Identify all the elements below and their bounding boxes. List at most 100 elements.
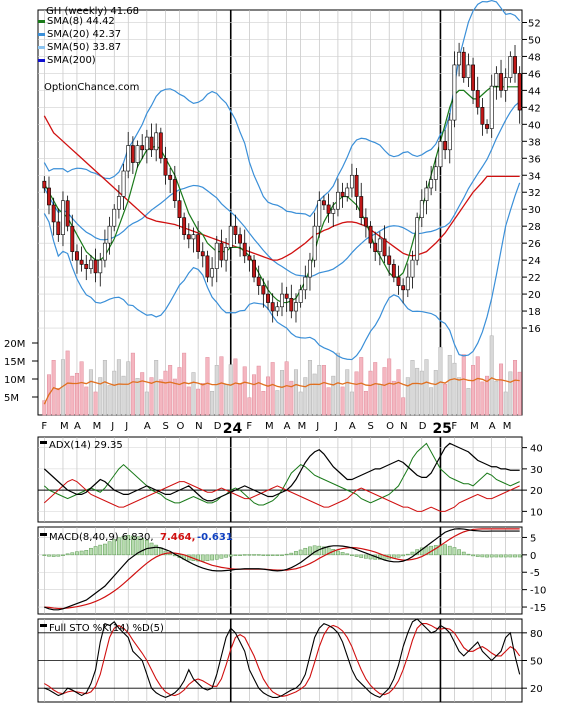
macd-histogram-bar — [312, 545, 317, 556]
candle-body — [210, 268, 215, 278]
macd-histogram-bar — [89, 547, 93, 556]
candle-body — [256, 276, 261, 286]
volume-bar — [270, 362, 275, 416]
candle-body — [359, 196, 364, 218]
volume-bar — [126, 361, 131, 416]
volume-bar — [200, 383, 205, 416]
macd-histogram-bar — [326, 547, 331, 556]
macd-histogram-bar — [79, 550, 84, 556]
macd-histogram-bar — [396, 554, 401, 558]
volume-bar — [252, 374, 257, 416]
candle-body — [401, 285, 406, 291]
volume-bar — [289, 380, 294, 416]
candle-body — [154, 132, 159, 151]
x-tick-label: F — [41, 421, 47, 432]
candle-body — [284, 293, 289, 299]
volume-bar — [284, 361, 289, 416]
macd-histogram-bar — [410, 551, 415, 556]
candle-body — [368, 225, 373, 244]
volume-bar — [93, 391, 98, 416]
candle-body — [196, 234, 201, 252]
panel-frame-1 — [37, 436, 523, 523]
x-tick-label: M — [503, 421, 512, 432]
volume-bar — [102, 360, 107, 416]
volume-bar — [405, 377, 410, 416]
price-tick-label: 32 — [528, 188, 541, 199]
price-tick-label: 26 — [528, 239, 541, 250]
macd-histogram-bar — [480, 554, 485, 558]
price-tick-label: 40 — [528, 120, 541, 131]
volume-bar — [312, 373, 317, 416]
volume-bar — [345, 369, 350, 416]
x-tick-label: O — [386, 421, 394, 432]
legend-swatch — [38, 59, 45, 62]
macd-histogram-bar — [135, 536, 140, 556]
macd-histogram-bar — [210, 554, 214, 561]
volume-bar — [130, 352, 135, 416]
legend-label: SMA(20) 42.37 — [47, 29, 121, 40]
x-tick-label: N — [195, 421, 202, 432]
macd-histogram-bar — [485, 554, 489, 558]
macd-histogram-bar — [56, 554, 61, 557]
sma20-line — [43, 101, 521, 278]
candle-body — [56, 221, 61, 235]
macd-tick-label: 5 — [530, 533, 536, 544]
volume-bar — [144, 391, 149, 416]
macd-histogram-bar — [242, 554, 247, 556]
candle-body — [424, 187, 429, 202]
x-tick-label: D — [214, 421, 222, 432]
volume-bar — [56, 388, 61, 416]
candle-body — [326, 204, 331, 214]
volume-bar — [517, 371, 522, 416]
volume-bar — [494, 380, 499, 416]
legend-swatch — [38, 46, 45, 49]
x-tick-label: M — [298, 421, 307, 432]
candle-body — [489, 85, 494, 129]
x-tick-label: D — [419, 421, 427, 432]
candle-body — [233, 225, 238, 235]
price-tick-label: 50 — [528, 35, 541, 46]
volume-bar — [112, 370, 117, 416]
x-tick-label: A — [489, 421, 496, 432]
candle-body — [238, 234, 242, 244]
volume-bar — [210, 390, 215, 416]
macd-histogram-bar — [154, 544, 159, 556]
macd-histogram-bar — [93, 546, 98, 556]
price-tick-label: 42 — [528, 103, 541, 114]
volume-bar — [307, 360, 312, 416]
macd-histogram-bar — [149, 542, 154, 556]
volume-bar — [116, 359, 121, 416]
adx-title: ADX(14) 29.35 — [49, 440, 123, 451]
volume-bar — [149, 377, 154, 416]
volume-bar — [499, 363, 504, 416]
candle-body — [349, 174, 354, 189]
volume-average-line — [43, 377, 520, 405]
volume-bar — [88, 369, 93, 416]
candle-body — [443, 141, 448, 151]
macd-histogram-bar — [284, 553, 289, 556]
candle-body — [144, 136, 149, 151]
macd-histogram-bar — [228, 554, 233, 557]
macd-histogram-bar — [261, 554, 266, 556]
volume-bar — [354, 371, 359, 416]
macd-histogram-bar — [233, 554, 238, 556]
candle-body — [303, 276, 308, 291]
candle-body — [270, 302, 275, 312]
candle-body — [135, 145, 140, 163]
candle-body — [93, 259, 98, 274]
candle-body — [107, 225, 112, 244]
candle-body — [168, 174, 173, 180]
macd-histogram-bar — [112, 539, 117, 556]
volume-bar — [331, 375, 336, 416]
candle-body — [61, 200, 65, 235]
volume-bar — [293, 369, 298, 416]
macd-histogram-bar — [308, 546, 312, 556]
candle-body — [214, 242, 219, 269]
x-tick-label: A — [74, 421, 81, 432]
candle-body — [252, 259, 256, 278]
macd-histogram-bar — [461, 551, 466, 556]
volume-bar — [98, 377, 103, 416]
volume-bar — [158, 379, 163, 416]
minus-di-line — [43, 478, 520, 512]
